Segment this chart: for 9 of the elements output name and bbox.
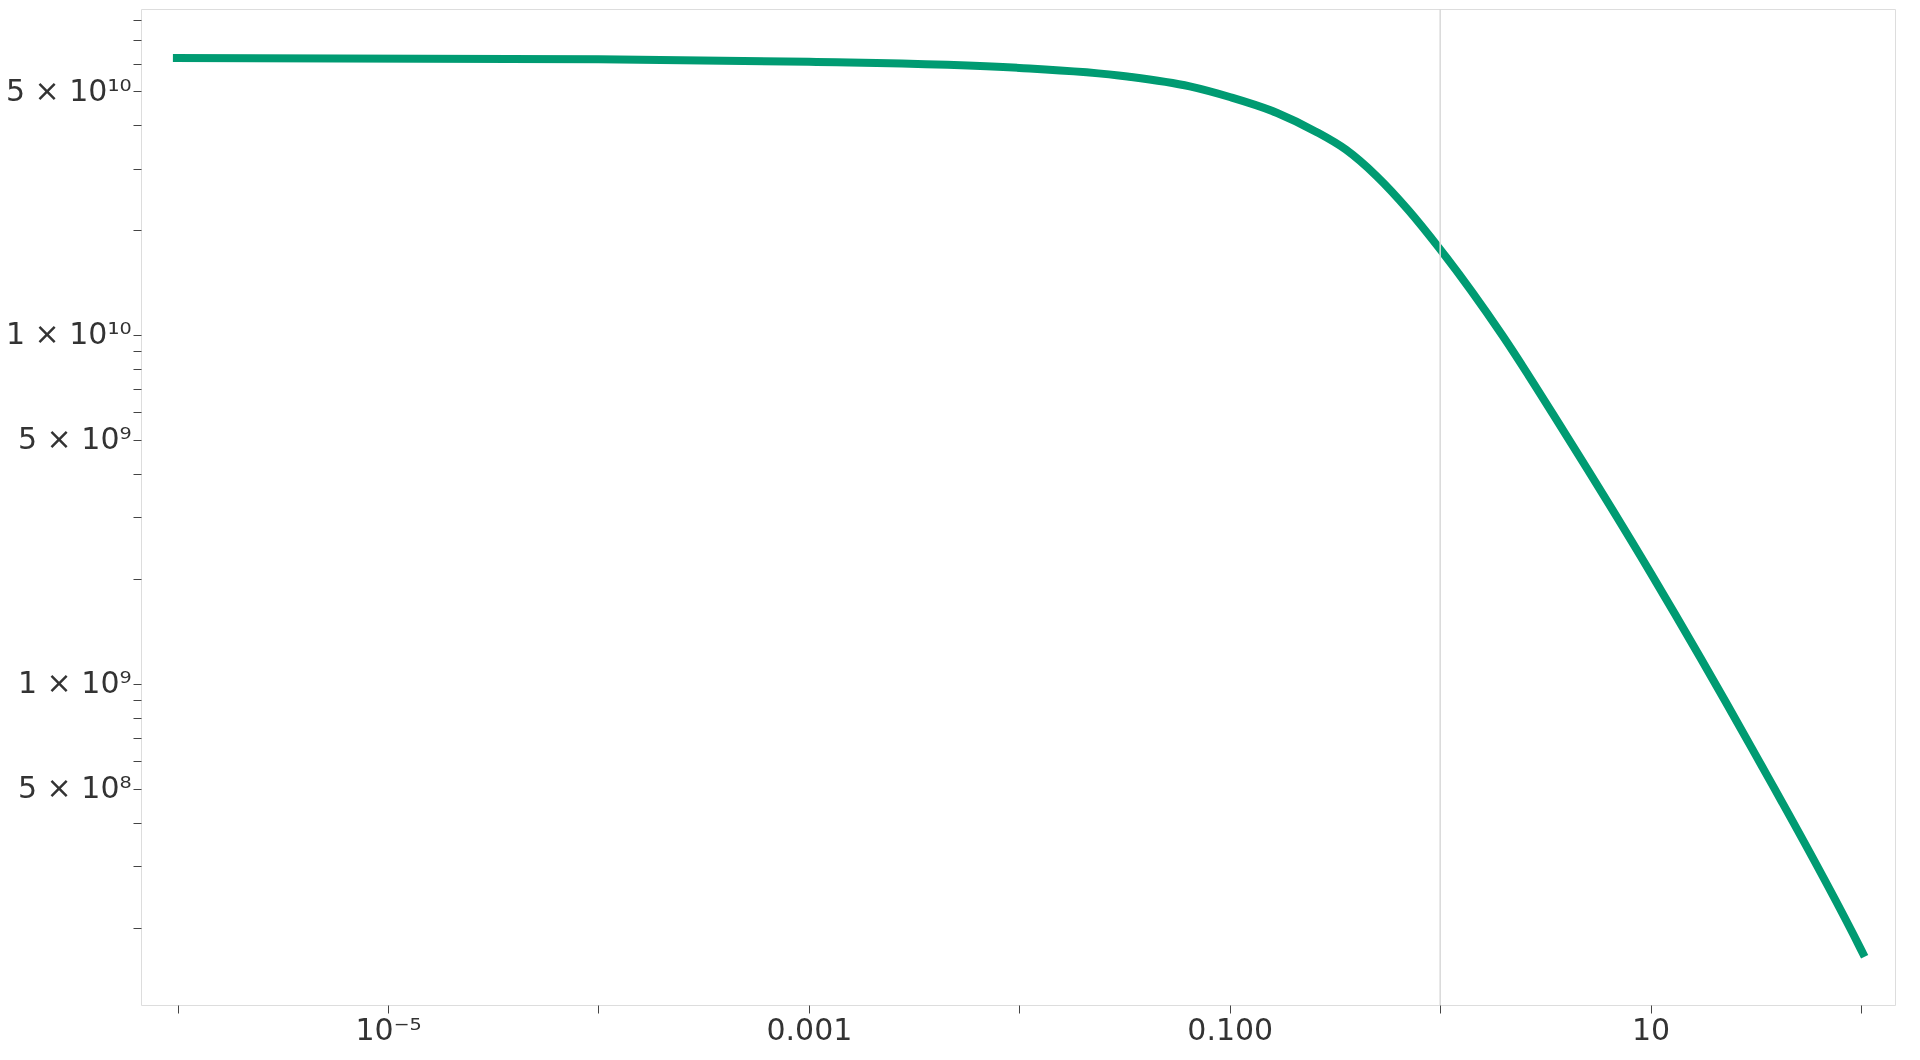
y-tick-label: 1 × 10¹⁰ [5,316,132,352]
x-tick-label: 0.001 [766,1011,853,1047]
y-tick-label: 5 × 10⁸ [18,770,132,806]
x-tick-label: 10 [1632,1011,1671,1047]
x-tick-label: 0.100 [1187,1011,1274,1047]
y-tick-label: 5 × 10⁹ [18,421,132,457]
x-tick-label: 10⁻⁵ [355,1011,422,1047]
y-tick-label: 5 × 10¹⁰ [5,72,132,108]
y-tick-label: 1 × 10⁹ [18,665,132,701]
